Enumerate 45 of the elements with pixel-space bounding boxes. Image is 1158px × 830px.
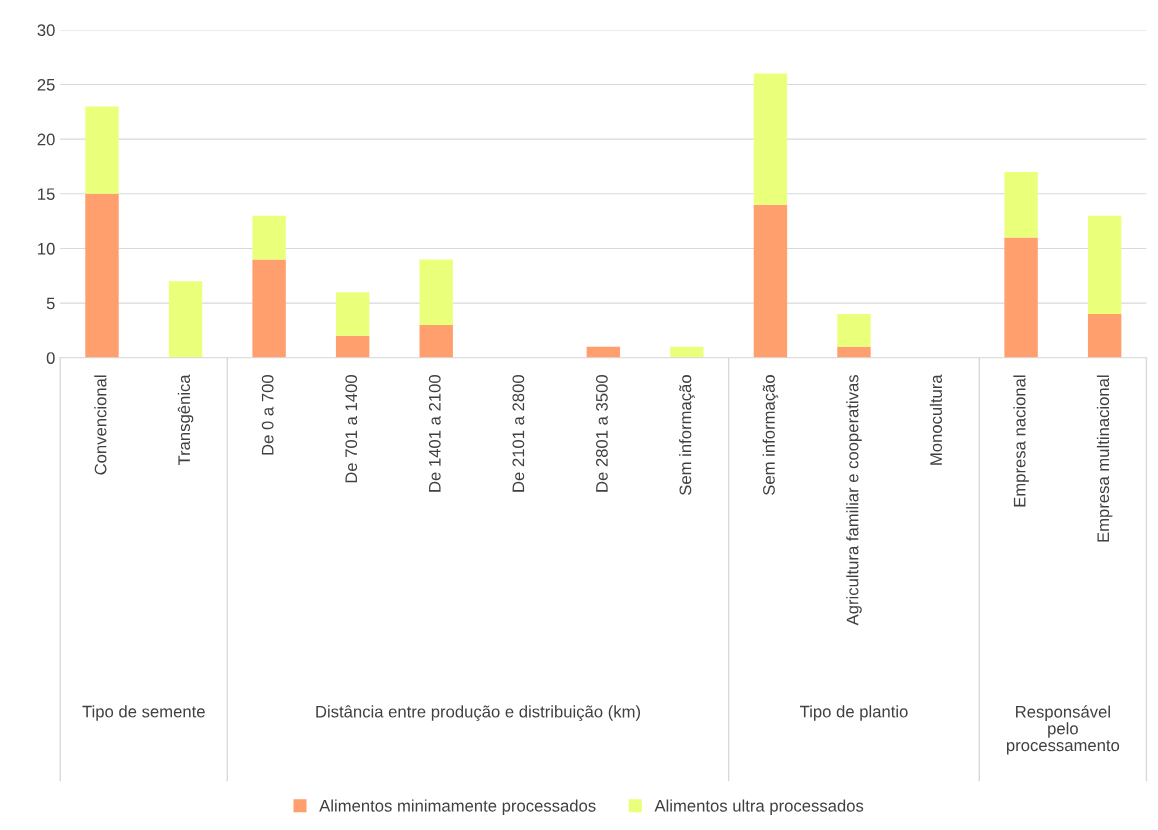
bar	[335, 292, 370, 336]
y-tick-label: 5	[46, 297, 55, 310]
text: Tipo de semente	[82, 705, 205, 721]
y-tick-label: 30	[37, 24, 55, 37]
bar	[252, 259, 286, 358]
x-tick-label: Empresa nacional	[1013, 375, 1029, 507]
legend-label: Alimentos minimamente processados	[319, 799, 596, 815]
y-tick-label: 25	[37, 78, 55, 91]
x-tick-label: De 701 a 1400	[345, 375, 358, 483]
bar	[753, 204, 788, 358]
bar	[168, 281, 203, 358]
x-tick-label: Sem informação	[762, 375, 779, 495]
bar	[419, 259, 453, 325]
bar	[1087, 314, 1122, 358]
y-tick-label: 20	[37, 133, 55, 146]
text: Responsável pelo processamento	[1006, 705, 1120, 755]
bar	[1004, 171, 1038, 238]
bar	[419, 324, 453, 358]
bar	[252, 215, 286, 260]
bar	[753, 73, 788, 205]
x-tick-label: De 0 a 700	[261, 375, 274, 455]
x-tick-label: Transgênica	[177, 374, 194, 466]
text: Tipo de plantio	[800, 705, 908, 721]
bar	[837, 346, 871, 358]
legend-label: Alimentos ultra processados	[654, 799, 864, 815]
text: Distância entre produção e distribuição (km)	[316, 705, 640, 721]
x-tick-label: Monocultura	[929, 374, 943, 465]
bar	[1087, 215, 1122, 315]
bar	[85, 106, 119, 194]
y-tick-label: 0	[46, 352, 55, 364]
bar	[85, 193, 119, 358]
x-tick-label: Empresa multinacional	[1096, 375, 1113, 542]
bar	[837, 314, 871, 347]
y-tick-label: 15	[38, 188, 55, 201]
x-tick-label: De 2801 a 3500	[595, 375, 608, 492]
bar	[335, 335, 370, 358]
bar	[670, 346, 704, 358]
x-tick-label: De 1401 a 2100	[428, 375, 441, 492]
x-tick-label: De 2101 a 2800	[512, 375, 525, 492]
x-tick-label: Agricultura familiar e cooperativas	[846, 374, 862, 626]
bar	[1004, 237, 1038, 358]
y-tick-label: 10	[38, 242, 55, 255]
x-tick-label: Sem informação	[679, 375, 695, 495]
bar	[586, 346, 621, 358]
x-tick-label: Convencional	[94, 375, 107, 475]
